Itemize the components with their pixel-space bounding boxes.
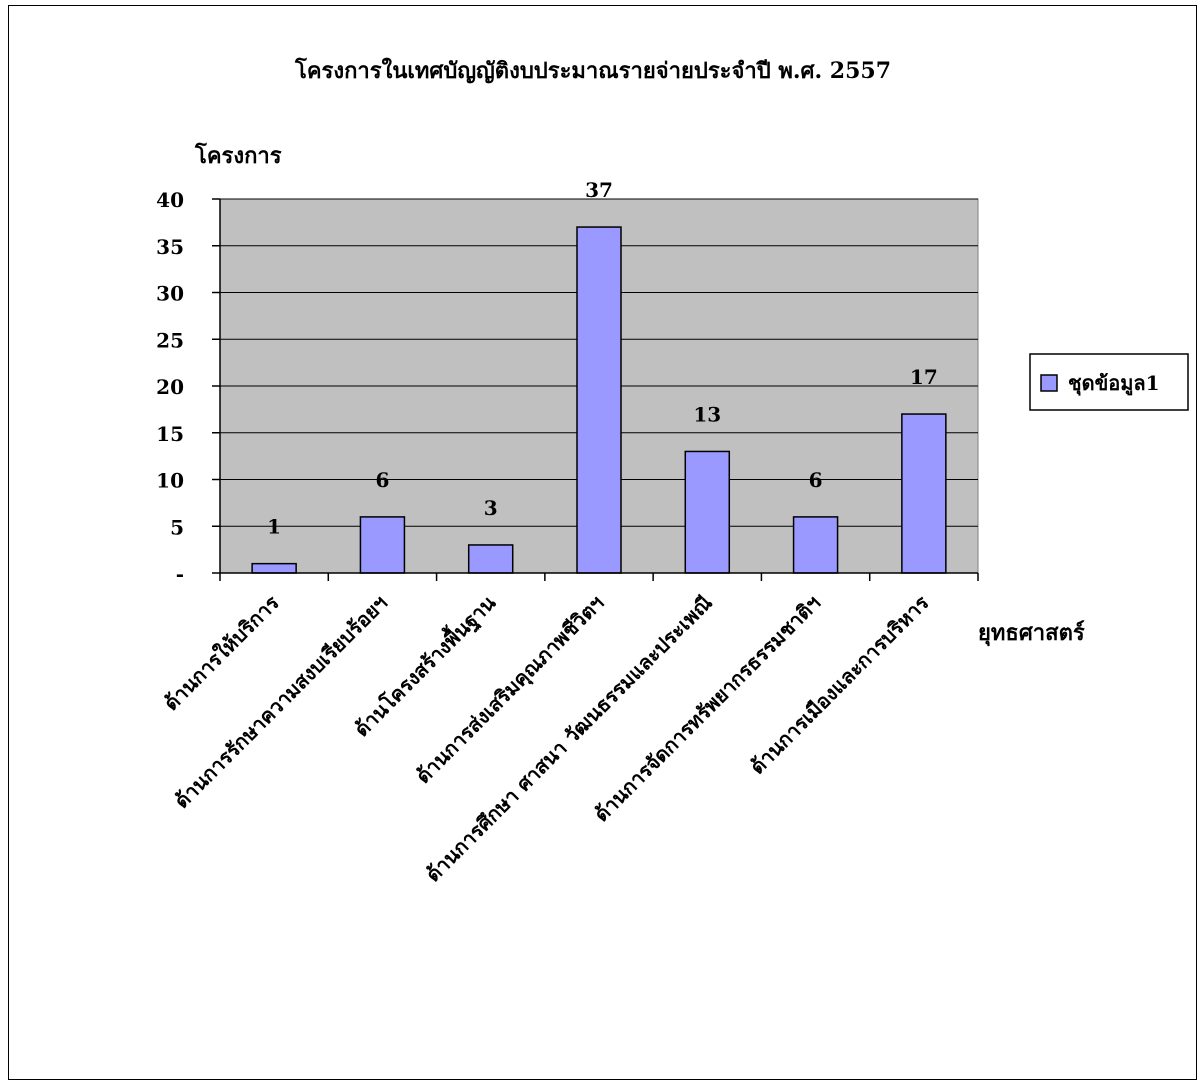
y-tick-label: 25 bbox=[156, 328, 184, 352]
y-tick-labels: - 5 10 15 20 25 30 35 40 bbox=[156, 188, 184, 586]
bars bbox=[251, 226, 947, 574]
chart-title: โครงการในเทศบัญญัติงบประมาณรายจ่ายประจำป… bbox=[294, 57, 891, 84]
bar bbox=[901, 413, 947, 574]
x-tick-label: ด้านการจัดการทรัพยากรธรรมชาติฯ bbox=[589, 591, 825, 827]
x-tick-label: ด้านการเมืองและการบริหาร bbox=[745, 590, 934, 779]
data-labels: 1 6 3 37 13 6 17 bbox=[267, 178, 938, 539]
y-axis-label: โครงการ bbox=[194, 142, 282, 169]
axes bbox=[212, 198, 979, 581]
data-label: 1 bbox=[267, 515, 281, 539]
y-tick-label: 10 bbox=[156, 469, 184, 493]
y-tick-label: 40 bbox=[156, 188, 184, 212]
y-tick-label: 15 bbox=[156, 422, 184, 446]
data-label: 6 bbox=[375, 468, 389, 492]
bar bbox=[251, 562, 297, 574]
data-label: 3 bbox=[484, 496, 498, 520]
y-tick-label: 20 bbox=[156, 375, 184, 399]
legend-swatch bbox=[1040, 374, 1058, 392]
data-label: 6 bbox=[809, 468, 823, 492]
x-axis-label: ยุทธศาสตร์ bbox=[978, 620, 1085, 647]
bar bbox=[792, 516, 839, 574]
y-tick-label: 5 bbox=[170, 515, 184, 539]
data-label: 13 bbox=[693, 402, 721, 426]
x-tick-label: ด้านการรักษาความสงบเรียบร้อยฯ bbox=[169, 591, 391, 813]
x-tick-label: ด้านการให้บริการ bbox=[159, 590, 284, 715]
data-label: 37 bbox=[585, 178, 613, 202]
data-label: 17 bbox=[910, 365, 938, 389]
y-tick-label: 35 bbox=[156, 235, 184, 259]
x-tick-labels: ด้านการให้บริการด้านการรักษาความสงบเรียบ… bbox=[159, 588, 934, 886]
bar bbox=[359, 516, 406, 574]
y-tick-label: - bbox=[176, 562, 184, 586]
bar bbox=[576, 226, 622, 574]
bar bbox=[467, 544, 514, 574]
bar bbox=[684, 450, 731, 574]
legend: ชุดข้อมูล1 bbox=[1029, 353, 1189, 411]
legend-label: ชุดข้อมูล1 bbox=[1068, 371, 1160, 397]
x-tick-label: ด้านการส่งเสริมคุณภาพชีวิตฯ bbox=[411, 591, 609, 789]
y-tick-label: 30 bbox=[156, 282, 184, 306]
